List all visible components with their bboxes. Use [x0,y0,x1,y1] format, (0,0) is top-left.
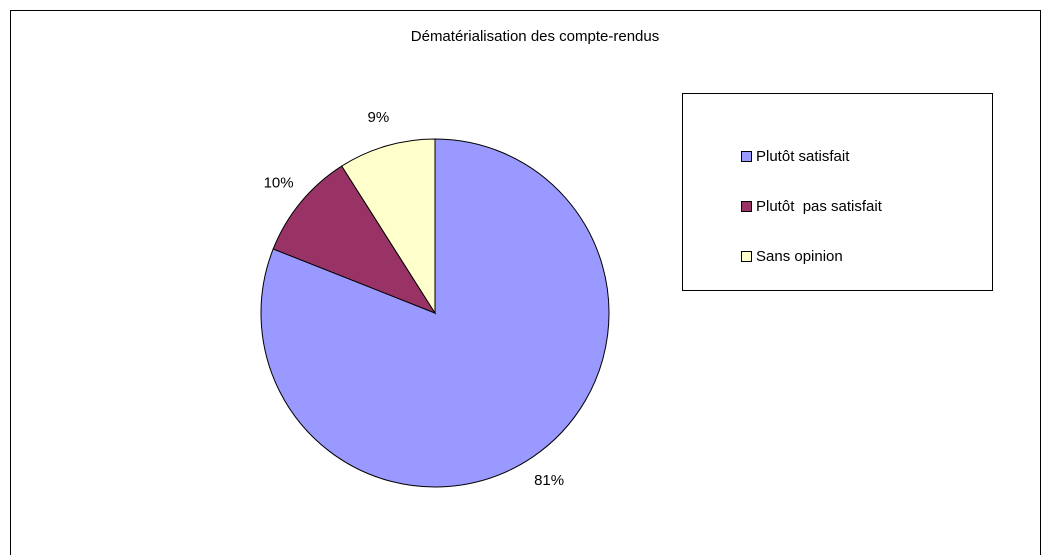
legend-label: Sans opinion [756,248,843,265]
chart-title: Dématérialisation des compte-rendus [411,28,659,45]
legend-swatch [741,251,752,262]
pie-slice [272,165,437,315]
legend-box [682,93,993,291]
legend-swatch [741,201,752,212]
data-label: 81% [534,472,564,489]
legend-label: Plutôt pas satisfait [756,198,883,215]
legend-swatch [741,151,752,162]
pie-slice [341,138,436,315]
data-label: 9% [368,109,390,126]
data-label: 10% [264,175,294,192]
legend-label: Plutôt satisfait [756,148,850,165]
